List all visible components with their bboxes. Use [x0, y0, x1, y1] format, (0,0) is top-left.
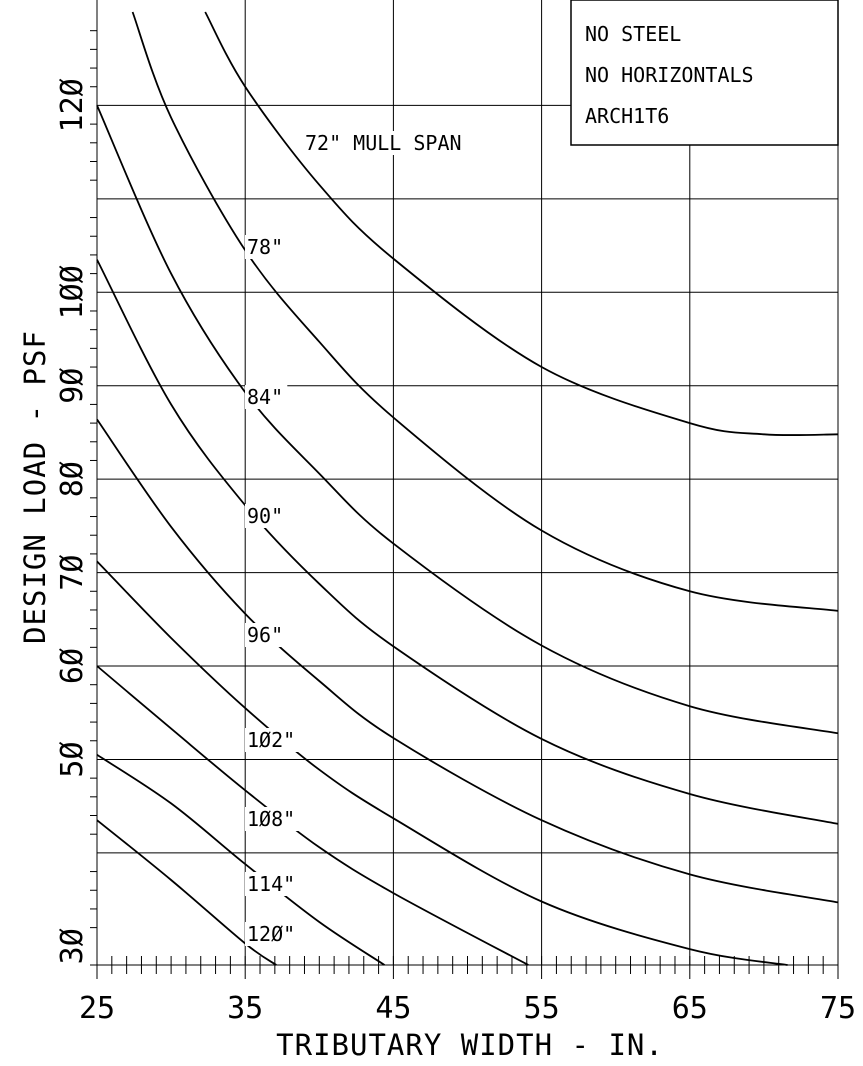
- curve-label-bg: [245, 385, 288, 409]
- curve-label-3: 90": [247, 504, 283, 528]
- curve-line-6: [96, 665, 529, 966]
- y-tick-label: 12Ø: [55, 78, 90, 132]
- legend-box: NO STEEL NO HORIZONTALS ARCH1T6: [570, 0, 839, 146]
- x-tick-label: 45: [375, 991, 411, 1026]
- curve-label-4: 96": [247, 623, 283, 647]
- curve-label-5: 1Ø2": [247, 728, 295, 752]
- curve-label-bg: [245, 872, 300, 896]
- curve-label-bg: [245, 922, 300, 946]
- y-tick-label: 7Ø: [55, 555, 90, 591]
- curve-label-bg: [303, 131, 467, 155]
- curve-line-2: [96, 105, 839, 735]
- y-tick-label: 3Ø: [55, 928, 90, 964]
- x-tick-label: 35: [227, 991, 263, 1026]
- curve-label-bg: [245, 728, 300, 752]
- curve-label-bg: [245, 623, 288, 647]
- tick-labels: 25 35 45 55 65 75 3Ø 5Ø 6Ø 7Ø 8Ø 9Ø 1ØØ 12Ø: [55, 78, 856, 1026]
- curve-line-7: [96, 754, 385, 966]
- x-tick-label: 65: [672, 991, 708, 1026]
- curve-label-bg: [245, 807, 300, 831]
- x-tick-label: 25: [79, 991, 115, 1026]
- legend-box-frame: [570, 0, 839, 146]
- y-tick-label: 1ØØ: [55, 265, 90, 319]
- y-tick-label: 5Ø: [55, 741, 90, 777]
- x-axis-title: TRIBUTARY WIDTH - IN.: [276, 1028, 664, 1062]
- curve-line-8: [96, 819, 277, 966]
- curve-label-8: 12Ø": [247, 922, 295, 946]
- curve-label-0: 72" MULL SPAN: [305, 131, 462, 155]
- curve-line-3: [96, 259, 839, 825]
- curve-line-5: [96, 560, 788, 966]
- y-axis-title: DESIGN LOAD - PSF: [18, 330, 52, 644]
- y-tick-label: 9Ø: [55, 368, 90, 404]
- y-tick-label: 6Ø: [55, 648, 90, 684]
- curve-label-2: 84": [247, 385, 283, 409]
- y-tick-label: 8Ø: [55, 461, 90, 497]
- curve-label-6: 1Ø8": [247, 807, 295, 831]
- curve-label-bg: [245, 235, 288, 259]
- curve-line-1: [131, 11, 839, 612]
- legend-line-2: NO HORIZONTALS: [585, 63, 754, 87]
- curve-labels: 72" MULL SPAN 78" 84" 90" 96" 1Ø2" 1Ø8" 114" 12Ø…: [245, 131, 467, 946]
- curves: [96, 11, 839, 966]
- x-tick-label: 75: [820, 991, 856, 1026]
- legend-line-3: ARCH1T6: [585, 104, 669, 128]
- curve-line-4: [96, 418, 839, 904]
- minor-ticks: [90, 30, 839, 979]
- curve-line-0: [204, 11, 839, 437]
- curve-label-1: 78": [247, 235, 283, 259]
- x-tick-label: 55: [524, 991, 560, 1026]
- legend-line-1: NO STEEL: [585, 22, 681, 46]
- curve-label-bg: [245, 504, 288, 528]
- curve-label-7: 114": [247, 872, 295, 896]
